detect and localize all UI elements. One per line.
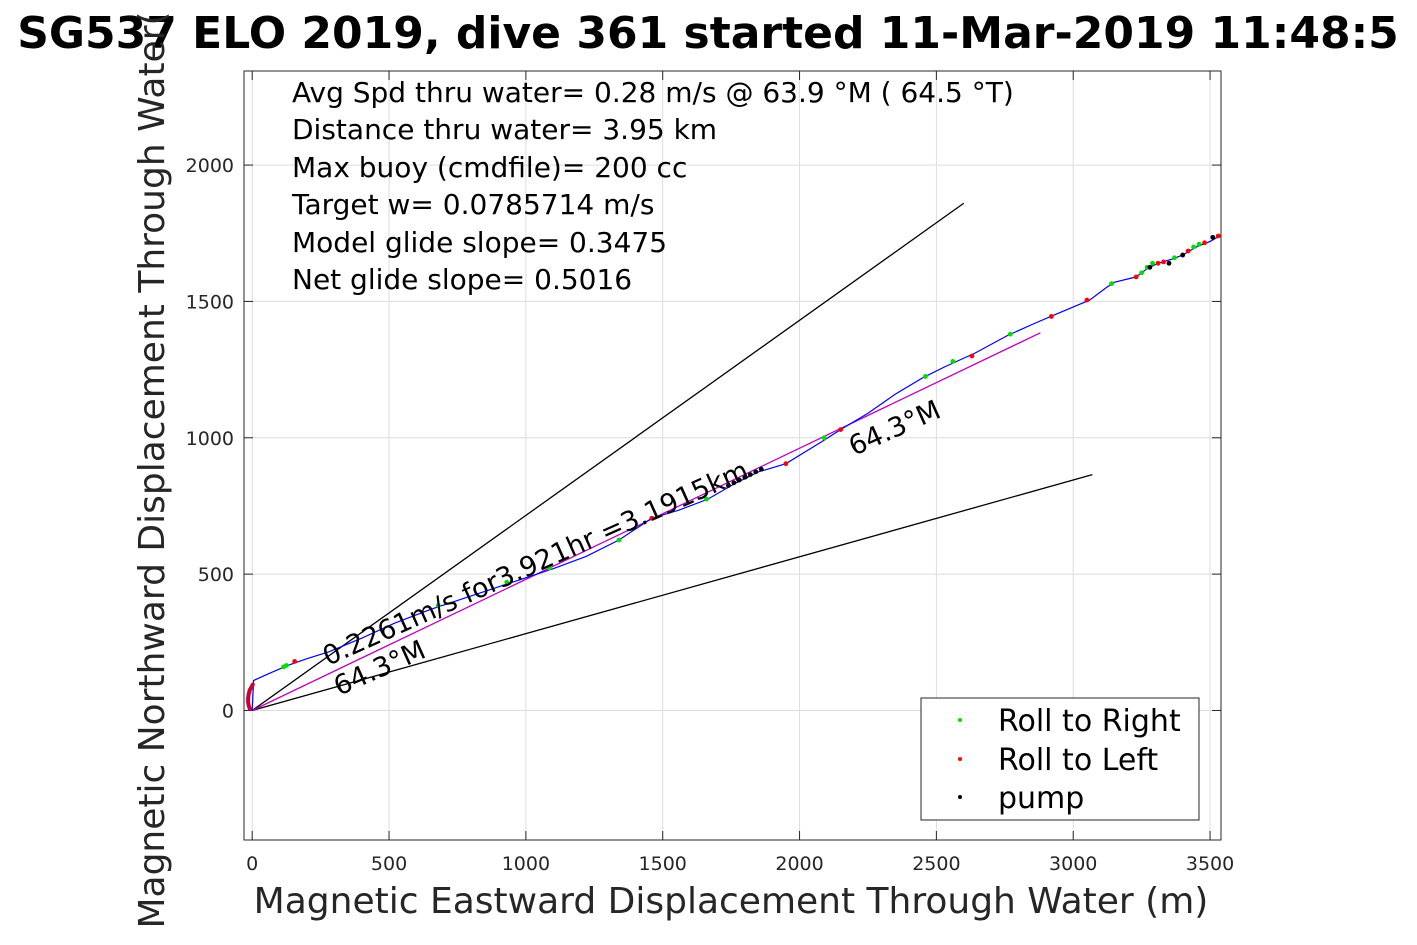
legend-marker-roll-right [958, 718, 962, 722]
roll-left-point [1161, 259, 1166, 265]
roll-left-point [1155, 260, 1161, 266]
roll-right-point [616, 537, 622, 543]
lower-bound-line [252, 473, 1093, 712]
y-tick-label: 1000 [186, 428, 234, 450]
annotation-target-w: Target w= 0.0785714 m/s [291, 188, 654, 221]
x-axis-label: Magnetic Eastward Displacement Through W… [254, 881, 1209, 922]
x-tick-label: 1500 [639, 853, 687, 875]
pump-point [753, 469, 759, 475]
plot-area-frame [243, 70, 1222, 841]
roll-right-point [1139, 270, 1145, 276]
annotation-model-glide: Model glide slope= 0.3475 [292, 226, 667, 259]
roll-right-point [504, 579, 510, 585]
y-tick-label: 0 [222, 700, 234, 722]
annotation-distance: Distance thru water= 3.95 km [292, 113, 717, 146]
roll-right-point [1191, 244, 1197, 250]
roll-left-point [1133, 274, 1139, 280]
roll-right-point [821, 435, 827, 441]
x-tick-label: 1000 [502, 853, 550, 875]
roll-left-point [1084, 297, 1090, 303]
roll-right-point [923, 374, 928, 379]
roll-left-point [838, 427, 843, 432]
roll-right-point [1196, 241, 1202, 247]
legend-label-roll-right: Roll to Right [998, 704, 1181, 739]
pump-point [736, 477, 742, 483]
roll-right-point [546, 565, 552, 571]
annotation-max-buoy: Max buoy (cmdfile)= 200 cc [292, 151, 687, 184]
pump-point [758, 466, 764, 472]
roll-right-point [1109, 281, 1114, 287]
y-tick-label: 1500 [186, 291, 234, 313]
legend-marker-roll-left [958, 757, 962, 761]
roll-left-point [969, 353, 975, 359]
x-tick-label: 2000 [775, 853, 823, 875]
roll-left-point [783, 461, 789, 467]
pump-point [1147, 264, 1153, 270]
roll-right-point [284, 663, 289, 668]
roll-right-point [950, 359, 956, 364]
roll-right-point [1172, 255, 1177, 261]
y-tick-label: 2000 [186, 155, 234, 177]
legend-label-pump: pump [998, 781, 1084, 816]
roll-left-point [649, 515, 655, 521]
chart-title: SG537 ELO 2019, dive 361 started 11-Mar-… [17, 8, 1399, 59]
x-tick-label: 3500 [1186, 853, 1234, 875]
pump-point [1180, 252, 1186, 258]
legend-marker-pump [958, 795, 962, 799]
roll-right-point [704, 496, 709, 502]
roll-left-point [292, 658, 298, 664]
pump-point [1210, 234, 1216, 240]
roll-left-point [1048, 314, 1054, 319]
roll-right-point [435, 603, 441, 608]
annotation-net-glide: Net glide slope= 0.5016 [292, 263, 632, 296]
roll-left-point [1202, 240, 1207, 246]
pump-point [742, 474, 748, 480]
roll-right-point [1150, 260, 1155, 266]
data-points [281, 233, 1221, 670]
annotation-avg-speed: Avg Spd thru water= 0.28 m/s @ 63.9 °M (… [292, 76, 1014, 109]
roll-left-point [1215, 233, 1221, 239]
start-cluster [246, 682, 255, 712]
pump-point [731, 480, 737, 486]
x-tick-label: 2500 [912, 853, 960, 875]
grid-lines [244, 71, 1221, 840]
roll-left-point [1185, 248, 1191, 254]
x-tick-label: 3000 [1049, 853, 1097, 875]
annotation-block: Avg Spd thru water= 0.28 m/s @ 63.9 °M (… [291, 76, 1014, 296]
upper-bound-line [251, 202, 965, 711]
pump-point [747, 472, 753, 477]
pump-point [725, 483, 731, 488]
x-tick-label: 500 [371, 853, 407, 875]
axis-ticks: 0 500 1000 1500 2000 2500 3000 3500 0 500 1000 1500… [186, 71, 1234, 875]
x-tick-label: 0 [246, 853, 258, 875]
legend-label-roll-left: Roll to Left [998, 743, 1158, 778]
y-tick-label: 500 [198, 564, 234, 586]
pump-point [1166, 260, 1172, 266]
legend: Roll to Right Roll to Left pump [920, 697, 1200, 821]
roll-right-point [1007, 331, 1013, 337]
legend-box [920, 697, 1200, 821]
y-axis-label: Magnetic Northward Displacement Through … [132, 11, 173, 928]
